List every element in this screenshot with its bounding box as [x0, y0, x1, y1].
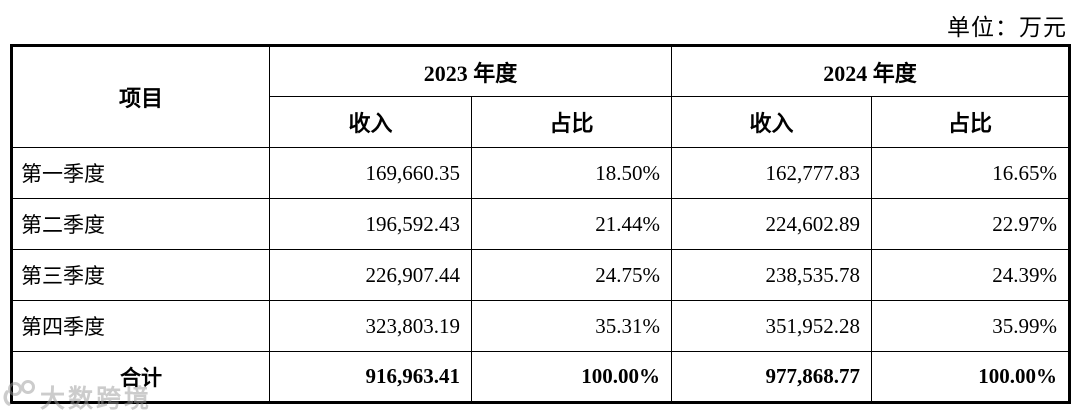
total-revenue-2024: 977,868.77 [671, 351, 873, 403]
q2-revenue-2023: 196,592.43 [269, 198, 472, 250]
q2-label: 第二季度 [11, 198, 270, 250]
q3-revenue-2023: 226,907.44 [269, 249, 472, 301]
header-item: 项目 [11, 45, 270, 148]
unit-label: 单位：万元 [947, 15, 1067, 40]
q1-share-2023: 18.50% [470, 147, 673, 199]
header-share-2024: 占比 [871, 96, 1071, 148]
q2-share-2023: 21.44% [470, 198, 673, 250]
table-row-q2: 第二季度 196,592.43 21.44% 224,602.89 22.97% [11, 198, 1071, 250]
q4-revenue-2024: 351,952.28 [671, 300, 873, 352]
header-year-2024: 2024 年度 [671, 45, 1071, 97]
header-share-2023: 占比 [470, 96, 673, 148]
quarterly-revenue-table: 项目 2023 年度 2024 年度 收入 占比 收入 占比 第一季度 169,… [10, 44, 1072, 404]
q3-share-2023: 24.75% [470, 249, 673, 301]
q4-share-2024: 35.99% [871, 300, 1071, 352]
q1-revenue-2024: 162,777.83 [671, 147, 873, 199]
q3-revenue-2024: 238,535.78 [671, 249, 873, 301]
total-share-2024: 100.00% [871, 351, 1071, 403]
q4-label: 第四季度 [11, 300, 270, 352]
table-header: 项目 2023 年度 2024 年度 收入 占比 收入 占比 [11, 45, 1071, 148]
q1-label: 第一季度 [11, 147, 270, 199]
header-row-years: 项目 2023 年度 2024 年度 [11, 45, 1071, 148]
table-row-q1: 第一季度 169,660.35 18.50% 162,777.83 16.65% [11, 147, 1071, 199]
total-label: 合计 [11, 351, 270, 403]
table-body: 第一季度 169,660.35 18.50% 162,777.83 16.65%… [11, 147, 1071, 403]
q2-share-2024: 22.97% [871, 198, 1071, 250]
q1-revenue-2023: 169,660.35 [269, 147, 472, 199]
table-row-q4: 第四季度 323,803.19 35.31% 351,952.28 35.99% [11, 300, 1071, 352]
header-revenue-2024: 收入 [671, 96, 873, 148]
total-share-2023: 100.00% [470, 351, 673, 403]
q3-share-2024: 24.39% [871, 249, 1071, 301]
q4-revenue-2023: 323,803.19 [269, 300, 472, 352]
table-row-q3: 第三季度 226,907.44 24.75% 238,535.78 24.39% [11, 249, 1071, 301]
q3-label: 第三季度 [11, 249, 270, 301]
q1-share-2024: 16.65% [871, 147, 1071, 199]
header-year-2023: 2023 年度 [268, 45, 673, 97]
header-revenue-2023: 收入 [269, 96, 472, 148]
q4-share-2023: 35.31% [470, 300, 673, 352]
table-row-total: 合计 916,963.41 100.00% 977,868.77 100.00% [11, 351, 1071, 403]
total-revenue-2023: 916,963.41 [269, 351, 472, 403]
q2-revenue-2024: 224,602.89 [671, 198, 873, 250]
